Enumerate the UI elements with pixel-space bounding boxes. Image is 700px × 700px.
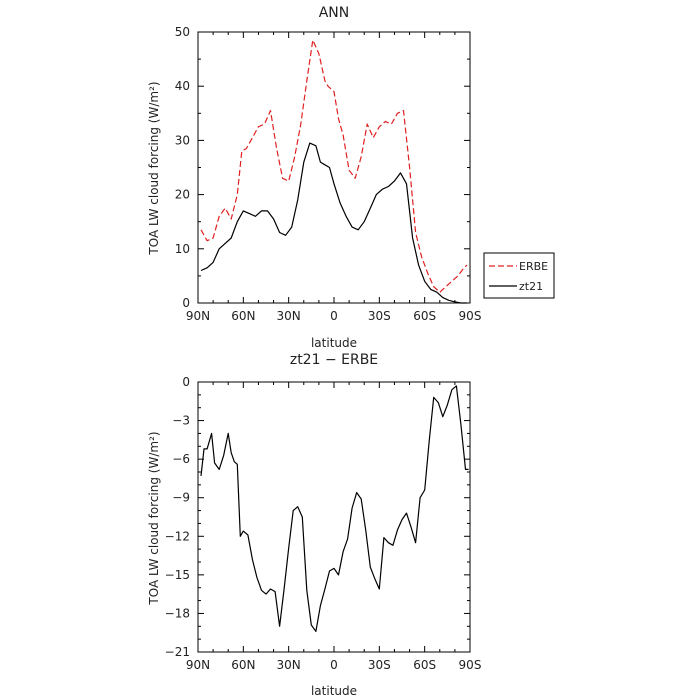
x-tick-label-bottom: 60N xyxy=(231,658,255,672)
legend-label-erbe: ERBE xyxy=(519,260,548,273)
y-tick-label-bottom: 0 xyxy=(182,375,190,389)
y-tick-label-bottom: −21 xyxy=(165,645,190,659)
panel-top: ANN 90N 60N 30N 0 30S 60S 90S 0 10 20 30 40 50 TOA L… xyxy=(147,5,555,350)
y-tick-label-top: 20 xyxy=(175,188,190,202)
series-line-bottom-difference xyxy=(200,385,469,633)
x-tick-label-top: 30S xyxy=(368,309,391,323)
y-tick-label-top: 30 xyxy=(175,133,190,147)
panel-bottom-title: zt21 − ERBE xyxy=(290,352,378,368)
panel-top-plot-area: 90N 60N 30N 0 30S 60S 90S 0 10 20 30 40 50 xyxy=(175,25,482,323)
x-tick-label-bottom: 0 xyxy=(330,658,338,672)
series-line-top-zt21 xyxy=(200,142,467,304)
y-tick-label-bottom: −12 xyxy=(165,529,190,543)
x-tick-label-top: 30N xyxy=(277,309,301,323)
panel-top-xlabel: latitude xyxy=(311,336,357,350)
legend: ERBE zt21 xyxy=(483,252,555,299)
x-tick-label-bottom: 90N xyxy=(186,658,210,672)
x-tick-label-top: 60N xyxy=(231,309,255,323)
x-tick-label-top: 90N xyxy=(186,309,210,323)
y-tick-label-top: 0 xyxy=(182,296,190,310)
x-tick-label-top: 60S xyxy=(413,309,436,323)
x-tick-label-top: 90S xyxy=(459,309,482,323)
y-tick-label-bottom: −18 xyxy=(165,606,190,620)
y-tick-label-top: 40 xyxy=(175,79,190,93)
panel-bottom-ylabel: TOA LW cloud forcing (W/m²) xyxy=(147,431,161,605)
panel-bottom-plot-area: 90N 60N 30N 0 30S 60S 90S −21 −18 −15 −12 −9 −6 −3 0 xyxy=(165,375,482,672)
plot-frame-bottom xyxy=(197,381,471,653)
panel-bottom: zt21 − ERBE 90N 60N 30N 0 30S 60S 90S −21 −18 −15… xyxy=(147,352,481,698)
x-tick-label-bottom: 30S xyxy=(368,658,391,672)
legend-box xyxy=(483,252,555,299)
y-tick-label-top: 50 xyxy=(175,25,190,39)
panel-top-ylabel: TOA LW cloud forcing (W/m²) xyxy=(147,81,161,255)
x-tick-label-bottom: 30N xyxy=(277,658,301,672)
y-tick-label-bottom: −6 xyxy=(172,452,190,466)
series-line-top-erbe xyxy=(200,39,468,293)
legend-label-zt21: zt21 xyxy=(519,280,543,293)
y-tick-label-bottom: −9 xyxy=(172,491,190,505)
panel-bottom-xlabel: latitude xyxy=(311,684,357,698)
x-tick-label-bottom: 60S xyxy=(413,658,436,672)
y-tick-label-top: 10 xyxy=(175,242,190,256)
plot-frame-top xyxy=(197,31,471,304)
x-tick-label-bottom: 90S xyxy=(459,658,482,672)
x-tick-label-top: 0 xyxy=(330,309,338,323)
panel-top-title: ANN xyxy=(319,5,350,21)
y-tick-label-bottom: −3 xyxy=(172,414,190,428)
y-tick-label-bottom: −15 xyxy=(165,568,190,582)
